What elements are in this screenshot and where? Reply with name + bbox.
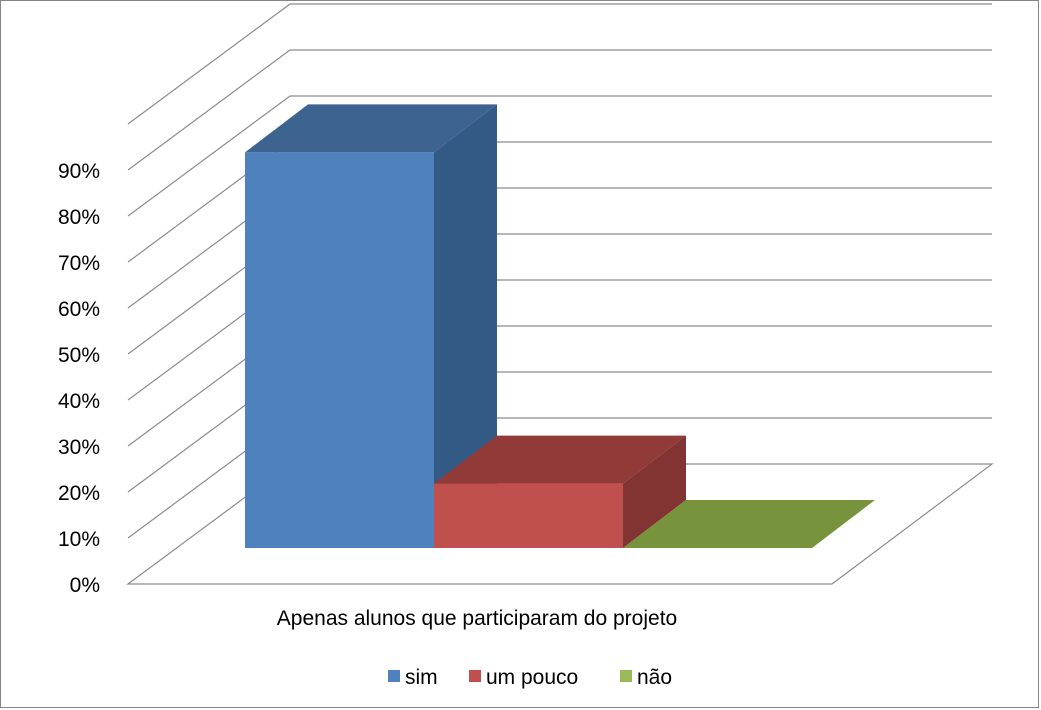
bar-front [434, 483, 623, 548]
legend-label-sim: sim [405, 666, 438, 689]
bar-não [623, 500, 875, 548]
side-gridline [127, 95, 291, 217]
y-tick-label: 90% [58, 160, 100, 183]
y-tick-label: 50% [58, 344, 100, 367]
y-tick-label: 10% [58, 528, 100, 551]
chart-walls [126, 463, 994, 585]
bar-front [245, 152, 434, 548]
chart-floor [126, 463, 994, 585]
y-axis-ticks: 0% 10% 20% 30% 40% 50% 60% 70% 80% 90% [58, 160, 100, 597]
bar-side [623, 435, 686, 548]
bars [245, 104, 875, 549]
legend-label-um-pouco: um pouco [486, 666, 578, 689]
bar-top [434, 435, 686, 484]
legend: sim um pouco não [388, 666, 672, 689]
side-gridline [127, 49, 291, 171]
bar-um-pouco [434, 435, 686, 548]
bar-top [623, 500, 875, 548]
y-tick-label: 20% [58, 482, 100, 505]
x-category-label: Apenas alunos que participaram do projet… [277, 607, 677, 630]
legend-swatch-um-pouco [469, 670, 481, 682]
y-tick-label: 70% [58, 252, 100, 275]
bar-sim [245, 104, 497, 549]
bar-top [245, 104, 497, 153]
legend-swatch-não [620, 670, 632, 682]
legend-swatch-sim [388, 670, 400, 682]
y-tick-label: 60% [58, 298, 100, 321]
legend-label-não: não [637, 666, 672, 689]
side-gridline [127, 3, 291, 125]
bar-side [434, 104, 497, 549]
y-tick-label: 40% [58, 390, 100, 413]
y-tick-label: 80% [58, 206, 100, 229]
y-tick-label: 0% [70, 574, 100, 597]
y-tick-label: 30% [58, 436, 100, 459]
